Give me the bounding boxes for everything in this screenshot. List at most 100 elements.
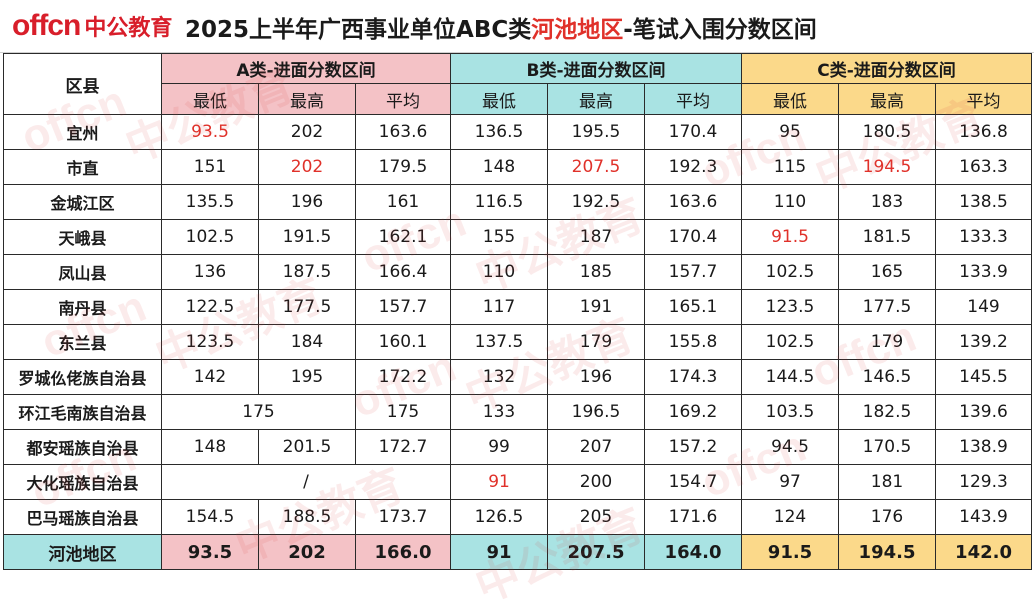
group-b-header: B类-进面分数区间 <box>450 53 743 84</box>
a-avg-cell: 163.6 <box>354 114 452 150</box>
a-min-cell: 142 <box>161 359 259 395</box>
district-name: 天峨县 <box>3 219 162 255</box>
a-min-cell: 122.5 <box>161 289 259 325</box>
a-avg-cell: 172.2 <box>354 359 452 395</box>
c-min-cell: 115 <box>741 149 840 185</box>
b-min-cell: 110 <box>450 254 549 290</box>
table-row: 南丹县 122.5 177.5 157.7 117 191 165.1 123.… <box>3 289 1033 325</box>
total-district-name: 河池地区 <box>3 534 162 570</box>
subhead-max: 最高 <box>547 83 646 115</box>
c-max-cell: 181.5 <box>838 219 937 255</box>
group-a-header: A类-进面分数区间 <box>160 53 452 84</box>
a-min-cell: 136 <box>161 254 259 290</box>
a-max-cell: 191.5 <box>258 219 356 255</box>
b-avg-cell: 169.2 <box>644 394 743 430</box>
table-row: 天峨县 102.5 191.5 162.1 155 187 170.4 91.5… <box>3 219 1033 255</box>
a-max-cell: 195 <box>258 359 356 395</box>
b-avg-cell: 155.8 <box>644 324 743 360</box>
c-avg-cell: 163.3 <box>935 149 1033 185</box>
total-row: 河池地区 93.5 202 166.0 91 207.5 164.0 91.5 … <box>3 534 1033 570</box>
a-min-cell: 135.5 <box>161 184 259 220</box>
table-row: 凤山县 136 187.5 166.4 110 185 157.7 102.5 … <box>3 254 1033 290</box>
a-min-cell: 123.5 <box>161 324 259 360</box>
c-min-cell: 102.5 <box>741 324 840 360</box>
district-name: 环江毛南族自治县 <box>3 394 162 430</box>
b-avg-cell: 170.4 <box>644 219 743 255</box>
c-avg-cell: 149 <box>935 289 1033 325</box>
a-max-cell: 188.5 <box>258 499 356 535</box>
a-min-cell: 151 <box>161 149 259 185</box>
a-avg-cell: 175 <box>354 394 452 430</box>
district-name: 大化瑶族自治县 <box>3 464 162 500</box>
total-b-max: 207.5 <box>547 534 646 570</box>
a-min-cell: 154.5 <box>161 499 259 535</box>
subhead-avg: 平均 <box>935 83 1033 115</box>
subhead-min: 最低 <box>161 83 259 115</box>
b-max-cell: 179 <box>547 324 646 360</box>
brand-name: 中公教育 <box>84 16 173 41</box>
c-max-cell: 165 <box>838 254 937 290</box>
title-suffix: -笔试入围分数区间 <box>623 17 817 43</box>
page-header: offcn 中公教育 2025上半年广西事业单位ABC类河池地区-笔试入围分数区… <box>0 0 1034 53</box>
table-row: 都安瑶族自治县 148 201.5 172.7 99 207 157.2 94.… <box>3 429 1033 465</box>
b-min-cell: 99 <box>450 429 549 465</box>
a-avg-cell: 161 <box>354 184 452 220</box>
total-a-min: 93.5 <box>161 534 259 570</box>
b-min-cell: 126.5 <box>450 499 549 535</box>
subhead-max: 最高 <box>258 83 356 115</box>
c-avg-cell: 133.9 <box>935 254 1033 290</box>
b-max-cell: 191 <box>547 289 646 325</box>
b-avg-cell: 174.3 <box>644 359 743 395</box>
c-max-cell: 181 <box>838 464 937 500</box>
subhead-avg: 平均 <box>354 83 452 115</box>
a-max-cell: 202 <box>258 149 356 185</box>
district-name: 巴马瑶族自治县 <box>3 499 162 535</box>
c-min-cell: 103.5 <box>741 394 840 430</box>
c-max-cell: 170.5 <box>838 429 937 465</box>
c-avg-cell: 139.6 <box>935 394 1033 430</box>
b-min-cell: 133 <box>450 394 549 430</box>
b-max-cell: 205 <box>547 499 646 535</box>
subhead-avg: 平均 <box>644 83 743 115</box>
score-table: 区县 A类-进面分数区间 B类-进面分数区间 C类-进面分数区间 最低 最高 平… <box>3 53 1033 570</box>
a-max-cell: 184 <box>258 324 356 360</box>
total-c-max: 194.5 <box>838 534 937 570</box>
c-min-cell: 94.5 <box>741 429 840 465</box>
a-merged-cell: 175 <box>161 394 356 430</box>
c-max-cell: 182.5 <box>838 394 937 430</box>
table-row: 大化瑶族自治县 / 91 200 154.7 97 181 129.3 <box>3 464 1033 500</box>
total-a-max: 202 <box>258 534 356 570</box>
subhead-min: 最低 <box>741 83 840 115</box>
table-row: 金城江区 135.5 196 161 116.5 192.5 163.6 110… <box>3 184 1033 220</box>
district-name: 罗城仫佬族自治县 <box>3 359 162 395</box>
b-max-cell: 207 <box>547 429 646 465</box>
a-avg-cell: 172.7 <box>354 429 452 465</box>
b-avg-cell: 171.6 <box>644 499 743 535</box>
c-min-cell: 102.5 <box>741 254 840 290</box>
c-max-cell: 180.5 <box>838 114 937 150</box>
b-avg-cell: 157.7 <box>644 254 743 290</box>
a-max-cell: 201.5 <box>258 429 356 465</box>
c-avg-cell: 145.5 <box>935 359 1033 395</box>
c-min-cell: 97 <box>741 464 840 500</box>
table-row: 宜州 93.5 202 163.6 136.5 195.5 170.4 95 1… <box>3 114 1033 150</box>
table-row: 罗城仫佬族自治县 142 195 172.2 132 196 174.3 144… <box>3 359 1033 395</box>
c-min-cell: 95 <box>741 114 840 150</box>
c-avg-cell: 143.9 <box>935 499 1033 535</box>
b-min-cell: 137.5 <box>450 324 549 360</box>
a-min-cell: 102.5 <box>161 219 259 255</box>
page-title: 2025上半年广西事业单位ABC类河池地区-笔试入围分数区间 <box>185 10 817 44</box>
a-none-cell: / <box>160 464 452 500</box>
c-max-cell: 177.5 <box>838 289 937 325</box>
b-avg-cell: 192.3 <box>644 149 743 185</box>
a-max-cell: 187.5 <box>258 254 356 290</box>
a-avg-cell: 179.5 <box>354 149 452 185</box>
b-min-cell: 148 <box>450 149 549 185</box>
c-avg-cell: 138.5 <box>935 184 1033 220</box>
c-max-cell: 146.5 <box>838 359 937 395</box>
total-b-avg: 164.0 <box>644 534 743 570</box>
b-avg-cell: 165.1 <box>644 289 743 325</box>
a-max-cell: 202 <box>258 114 356 150</box>
c-max-cell: 194.5 <box>838 149 937 185</box>
c-avg-cell: 138.9 <box>935 429 1033 465</box>
